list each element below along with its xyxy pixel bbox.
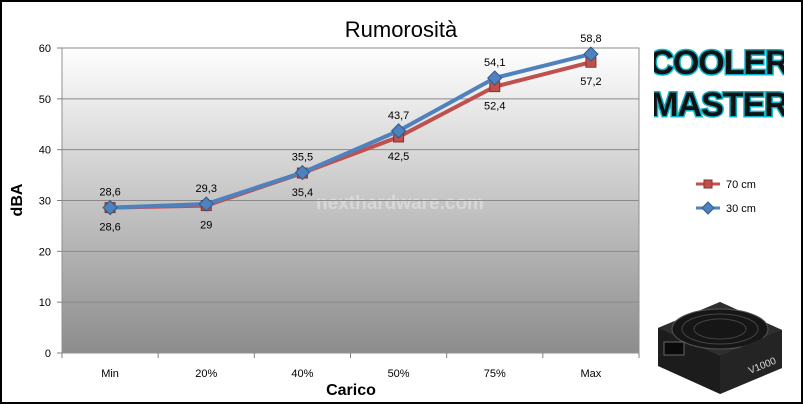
legend-label: 30 cm: [726, 203, 756, 215]
x-tick-label: 75%: [484, 368, 506, 380]
data-label-30cm: 35,5: [292, 152, 313, 164]
y-tick-label: 20: [39, 246, 51, 258]
data-label-70cm: 42,5: [388, 151, 409, 163]
x-tick-label: 20%: [195, 368, 217, 380]
data-label-30cm: 29,3: [196, 183, 217, 195]
data-label-30cm: 43,7: [388, 110, 409, 122]
cooler-master-logo: COOLER MASTER: [654, 43, 784, 126]
y-tick-label: 0: [45, 348, 51, 360]
y-axis-label: dBA: [9, 183, 26, 216]
data-label-70cm: 57,2: [580, 76, 601, 88]
chart-title: Rumorosità: [345, 17, 458, 42]
marker-30cm: [390, 123, 407, 139]
legend-marker-diamond: [701, 201, 715, 215]
x-tick-label: Min: [101, 368, 119, 380]
data-label-30cm: 28,6: [99, 187, 120, 199]
gridlines: [62, 47, 639, 303]
y-tick-label: 40: [39, 145, 51, 157]
series-line-2: [110, 52, 592, 210]
y-tick-label: 30: [39, 196, 51, 208]
legend-marker-square: [703, 179, 713, 189]
marker-30cm: [294, 164, 311, 181]
data-label-70cm: 28,6: [99, 222, 120, 234]
legend: 70 cm 30 cm: [696, 179, 756, 215]
marker-30cm: [198, 196, 214, 212]
y-tick-label: 60: [39, 43, 51, 55]
data-labels: 28,6 29,3 35,5 43,7 54,1 58,8 28,6 29 35,4 42,5 52…: [99, 33, 601, 234]
legend-label: 70 cm: [726, 179, 756, 191]
x-tick-label: 40%: [291, 368, 313, 380]
marker-30cm: [487, 70, 503, 86]
logo-line-1: COOLER: [654, 44, 784, 82]
y-tick-label: 10: [39, 297, 51, 309]
x-tick-label: 50%: [388, 368, 410, 380]
x-axis-ticks: Min 20% 40% 50% 75% Max: [61, 353, 640, 380]
logo-line-2: MASTER: [654, 86, 784, 124]
y-tick-label: 50: [39, 94, 51, 106]
y-axis-ticks: 0 10 20 30 40 50 60: [39, 43, 62, 360]
series-layer: [102, 46, 599, 216]
data-label-70cm: 52,4: [484, 101, 505, 113]
marker-30cm: [583, 46, 599, 62]
data-label-70cm: 35,4: [292, 187, 313, 199]
watermark: nexthardware.com: [316, 193, 484, 214]
marker-30cm: [102, 199, 118, 216]
data-label-70cm: 29: [200, 220, 212, 232]
power-supply-icon: V1000: [658, 302, 782, 394]
x-axis-label: Carico: [326, 382, 376, 399]
x-tick-label: Max: [581, 368, 602, 380]
data-label-30cm: 58,8: [580, 33, 601, 45]
data-label-30cm: 54,1: [484, 57, 505, 69]
